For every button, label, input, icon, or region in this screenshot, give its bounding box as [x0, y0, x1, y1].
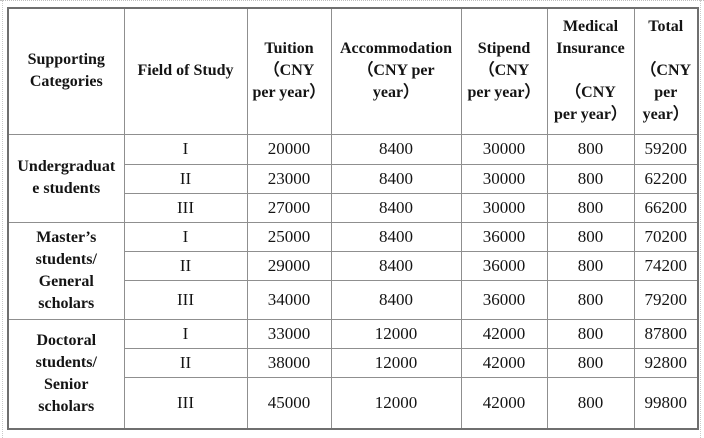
- accommodation-cell: 12000: [330, 376, 462, 430]
- insurance-cell: 800: [546, 318, 635, 349]
- stipend-cell: 36000: [460, 279, 548, 320]
- stipend-cell: 30000: [460, 163, 548, 194]
- accommodation-cell: 12000: [330, 318, 462, 349]
- table-row: Doctoral students/ Senior scholars I 330…: [7, 318, 699, 430]
- field-cell: I: [123, 318, 248, 349]
- accommodation-cell: 8400: [330, 163, 462, 194]
- tuition-cell: 34000: [246, 279, 332, 320]
- header-accommodation: Accommodation （CNY per year）: [330, 7, 462, 135]
- tuition-cell: 20000: [246, 133, 332, 165]
- header-total: Total （CNY per year）: [633, 7, 699, 135]
- accommodation-cell: 8400: [330, 250, 462, 281]
- field-cell: III: [123, 192, 248, 223]
- total-cell: 87800: [633, 318, 699, 349]
- stipend-cell: 42000: [460, 318, 548, 349]
- total-cell: 74200: [633, 250, 699, 281]
- stipend-cell: 30000: [460, 133, 548, 165]
- total-cell: 79200: [633, 279, 699, 320]
- tuition-cell: 38000: [246, 347, 332, 378]
- insurance-cell: 800: [546, 279, 635, 320]
- stipend-cell: 36000: [460, 250, 548, 281]
- tuition-cell: 45000: [246, 376, 332, 430]
- table-row: III 45000 12000 42000 800 99800: [8, 376, 699, 430]
- accommodation-cell: 8400: [330, 279, 462, 320]
- field-cell: III: [123, 376, 248, 430]
- category-undergraduate: Undergraduat e students: [7, 133, 125, 223]
- total-cell: 59200: [633, 133, 699, 165]
- total-cell: 66200: [633, 192, 699, 223]
- category-doctoral: Doctoral students/ Senior scholars: [7, 318, 125, 430]
- table-row: Undergraduat e students I 20000 8400 300…: [7, 133, 699, 223]
- tuition-cell: 25000: [246, 221, 332, 252]
- field-cell: I: [123, 133, 248, 165]
- field-cell: II: [123, 347, 248, 378]
- field-cell: III: [123, 279, 248, 320]
- table-row: II 23000 8400 30000 800 62200: [8, 163, 699, 194]
- stipend-cell: 36000: [460, 221, 548, 252]
- table-row: III 34000 8400 36000 800 79200: [8, 279, 699, 320]
- total-cell: 99800: [633, 376, 699, 430]
- field-cell: II: [123, 163, 248, 194]
- tuition-cell: 29000: [246, 250, 332, 281]
- insurance-cell: 800: [546, 133, 635, 165]
- table-row: Master’s students/ General scholars I 25…: [7, 221, 699, 320]
- scholarship-funding-table: Supporting Categories Field of Study Tui…: [7, 7, 699, 430]
- accommodation-cell: 8400: [330, 221, 462, 252]
- tuition-cell: 33000: [246, 318, 332, 349]
- insurance-cell: 800: [546, 192, 635, 223]
- header-field-of-study: Field of Study: [123, 7, 248, 135]
- header-row: Supporting Categories Field of Study Tui…: [7, 7, 699, 135]
- insurance-cell: 800: [546, 250, 635, 281]
- table-row: III 27000 8400 30000 800 66200: [8, 192, 699, 223]
- insurance-cell: 800: [546, 163, 635, 194]
- text-boundary-top: [0, 0, 704, 1]
- insurance-cell: 800: [546, 376, 635, 430]
- field-cell: I: [123, 221, 248, 252]
- text-boundary-right: [700, 0, 701, 438]
- total-cell: 92800: [633, 347, 699, 378]
- insurance-cell: 800: [546, 221, 635, 252]
- stipend-cell: 42000: [460, 347, 548, 378]
- header-medical-insurance: Medical Insurance （CNY per year）: [546, 7, 635, 135]
- header-supporting-categories: Supporting Categories: [7, 7, 125, 135]
- accommodation-cell: 12000: [330, 347, 462, 378]
- total-cell: 62200: [633, 163, 699, 194]
- total-cell: 70200: [633, 221, 699, 252]
- header-tuition: Tuition （CNY per year）: [246, 7, 332, 135]
- tuition-cell: 23000: [246, 163, 332, 194]
- tuition-cell: 27000: [246, 192, 332, 223]
- category-masters: Master’s students/ General scholars: [7, 221, 125, 320]
- stipend-cell: 42000: [460, 376, 548, 430]
- stipend-cell: 30000: [460, 192, 548, 223]
- accommodation-cell: 8400: [330, 192, 462, 223]
- accommodation-cell: 8400: [330, 133, 462, 165]
- field-cell: II: [123, 250, 248, 281]
- insurance-cell: 800: [546, 347, 635, 378]
- text-boundary-left: [2, 0, 3, 438]
- header-stipend: Stipend （CNY per year）: [460, 7, 548, 135]
- table-row: II 29000 8400 36000 800 74200: [8, 250, 699, 281]
